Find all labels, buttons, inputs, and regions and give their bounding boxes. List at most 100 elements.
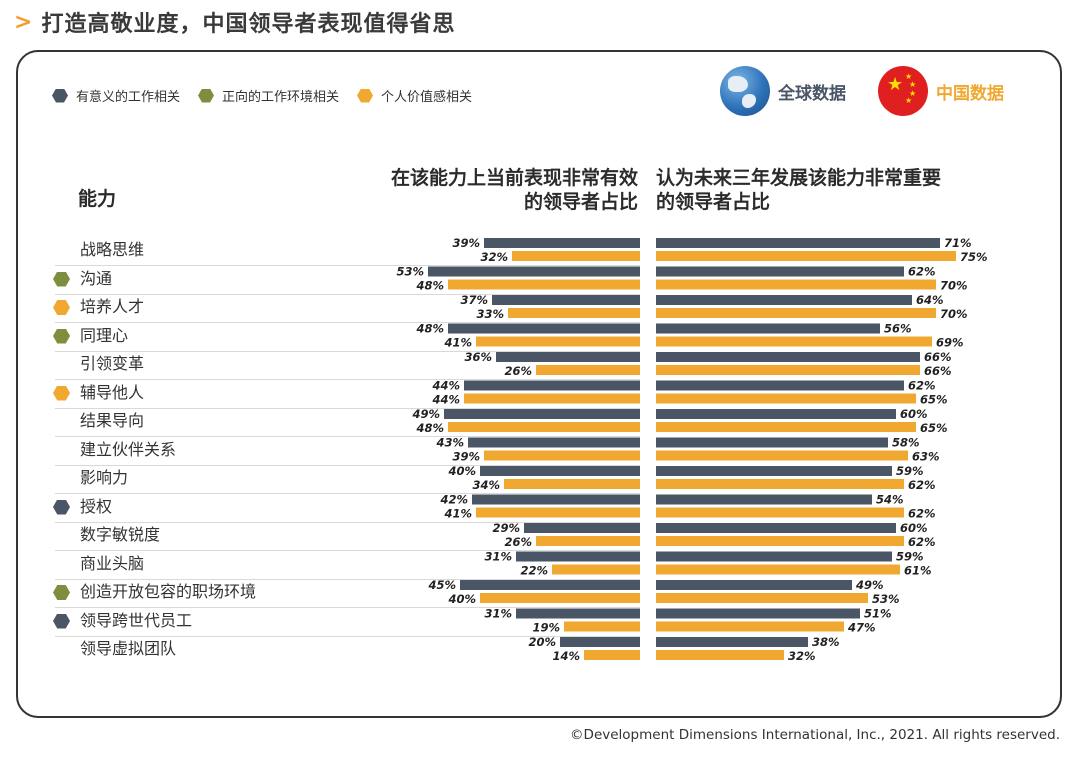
category-label: 数字敏锐度 [80,525,161,544]
category-label: 领导跨世代员工 [80,610,193,630]
bar-future-global [656,352,920,362]
value-label-current-china: 26% [504,364,532,378]
china-data-label: 中国数据 [936,83,1004,104]
bar-current-china [448,422,640,432]
value-label-current-china: 48% [415,421,444,435]
bar-current-global [448,323,640,334]
bar-future-china [656,422,916,432]
bar-current-global [472,494,640,505]
value-label-current-china: 33% [476,307,504,321]
row-divider [55,350,640,352]
bar-current-global [560,637,640,647]
right-title-line2: 的领导者占比 [656,191,771,213]
bar-future-global [656,637,808,647]
globe-icon [720,66,770,116]
value-label-current-global: 45% [427,578,456,592]
row-divider [55,607,640,608]
bar-current-china [448,279,640,290]
category-label: 影响力 [80,468,129,487]
bar-current-china [480,593,640,603]
value-label-future-china: 62% [908,478,936,492]
bar-future-china [656,308,936,318]
value-label-current-global: 42% [439,493,468,507]
legend-label: 个人价值感相关 [381,90,473,105]
value-label-future-china: 69% [936,336,964,350]
bar-current-china [504,479,640,489]
value-label-future-global: 62% [908,379,936,393]
bar-future-global [656,551,892,562]
row-divider [55,265,640,266]
value-label-future-global: 56% [884,322,912,336]
value-label-current-global: 31% [484,550,512,564]
bar-future-china [656,365,920,375]
bar-future-china [656,507,904,518]
bar-current-china [476,507,640,518]
value-label-future-china: 62% [908,507,936,521]
category-label: 培养人才 [80,297,145,316]
legend-item-personal-value: 个人价值感相关 [357,86,472,105]
bar-future-global [656,266,904,277]
right-title-line1: 认为未来三年发展该能力非常重要 [656,167,942,189]
bar-future-global [656,523,896,533]
bar-future-china [656,650,784,660]
row-divider [55,550,640,551]
value-label-current-global: 20% [528,635,556,649]
bar-future-china [656,393,916,404]
hexagon-icon [53,499,70,515]
value-label-future-global: 49% [855,578,884,592]
chevron-right-icon: > [14,9,34,35]
category-label: 同理心 [80,325,129,345]
bar-current-global [464,380,640,391]
value-label-current-global: 48% [415,322,444,336]
bar-current-china [484,450,640,461]
page-title: > 打造高敬业度，中国领导者表现值得省思 [14,6,455,38]
row-divider [55,322,640,323]
value-label-current-china: 44% [431,393,460,407]
value-label-future-global: 59% [896,550,924,564]
row-divider [55,407,640,409]
value-label-future-china: 32% [788,649,816,663]
category-label: 授权 [80,496,113,516]
legend-item-meaningful-work: 有意义的工作相关 [52,86,180,105]
category-label: 领导虚拟团队 [80,639,177,658]
value-label-current-china: 32% [480,250,508,264]
hexagon-icon [53,300,70,315]
bar-future-china [656,621,844,632]
value-label-current-china: 19% [532,621,560,635]
value-label-current-china: 48% [415,279,444,293]
value-label-current-global: 29% [492,521,520,535]
value-label-current-china: 26% [504,535,532,549]
left-panel-title: 在该能力上当前表现非常有效 的领导者占比 [391,166,638,214]
bar-future-china [656,279,936,290]
legend-item-positive-environment: 正向的工作环境相关 [198,86,339,105]
value-label-future-global: 38% [812,635,840,649]
bar-future-global [656,580,852,590]
bar-future-global [656,409,896,419]
value-label-current-global: 31% [484,607,512,621]
bar-future-global [656,437,888,448]
global-data-badge: 全球数据 [720,66,846,116]
row-divider [55,436,640,437]
value-label-current-global: 53% [396,265,424,279]
value-label-future-global: 62% [908,265,936,279]
row-divider [55,379,640,380]
category-label: 引领变革 [80,354,145,373]
category-label: 建立伙伴关系 [80,439,177,459]
value-label-future-china: 66% [924,364,952,378]
bar-future-china [656,450,908,461]
bar-current-china [508,308,640,318]
bar-future-global [656,295,912,305]
value-label-future-china: 65% [920,393,948,407]
row-divider [55,493,640,494]
category-label: 辅导他人 [80,382,145,402]
value-label-future-china: 62% [908,535,936,549]
bar-current-china [564,621,640,632]
value-label-current-global: 43% [435,436,464,450]
value-label-current-china: 39% [452,450,480,464]
value-label-current-global: 49% [411,407,440,421]
copyright-text: ©Development Dimensions International, I… [570,727,1060,743]
row-divider [55,578,640,580]
page-title-text: 打造高敬业度，中国领导者表现值得省思 [41,12,456,37]
value-label-future-global: 60% [900,407,928,421]
hexagon-icon [52,88,68,103]
